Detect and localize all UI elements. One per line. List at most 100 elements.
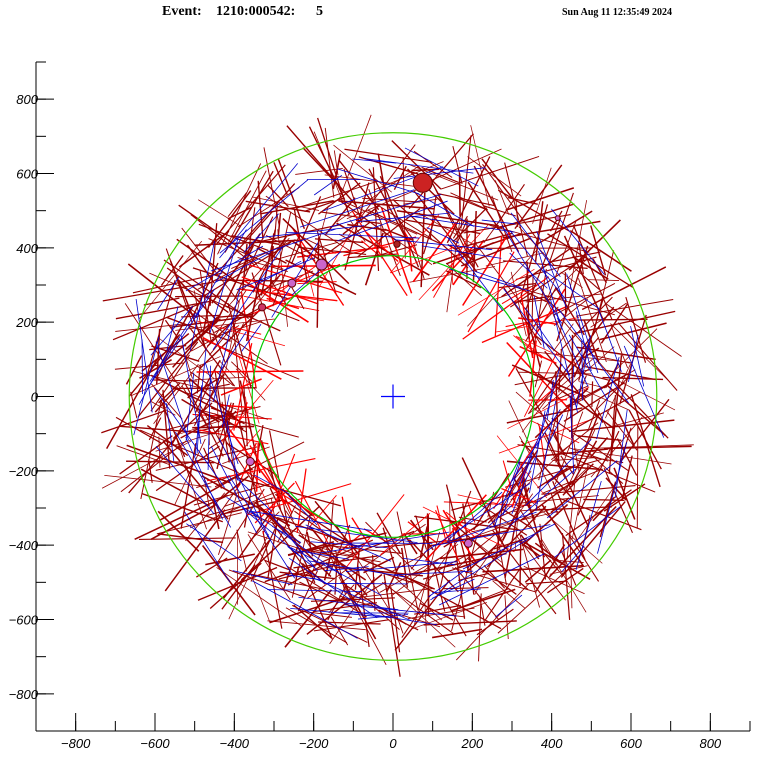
wire-hit [272, 235, 300, 307]
wire-hit [349, 219, 366, 242]
wire-hit [265, 234, 316, 262]
wire-hit [154, 386, 179, 413]
wire-hit [565, 429, 596, 493]
wire-hit [493, 440, 538, 509]
wire-hit [396, 511, 419, 611]
wire-hit [432, 628, 483, 639]
wire-hit [313, 619, 390, 632]
x-tick-label: −200 [299, 736, 329, 751]
wire-hit [163, 320, 215, 363]
wire-hit [213, 483, 241, 522]
wire-hit [264, 572, 290, 583]
wire-hit [140, 468, 211, 507]
track [529, 410, 546, 493]
wire-hit [231, 239, 296, 269]
wire-hit [101, 440, 192, 489]
wire-hit [563, 466, 590, 491]
track [551, 208, 605, 275]
wire-hit [379, 175, 420, 268]
wire-hit [323, 542, 335, 581]
wire-hit [344, 494, 405, 570]
wire-hit [525, 293, 601, 303]
wire-hit [581, 266, 667, 311]
wire-hit [504, 478, 525, 579]
wire-hit [195, 408, 299, 438]
track [403, 557, 456, 566]
wire-hit [421, 166, 459, 183]
wire-hit [587, 400, 601, 432]
wire-hit [368, 199, 432, 240]
wire-hit [619, 398, 670, 464]
track [449, 268, 530, 292]
x-tick-label: 600 [620, 736, 642, 751]
wire-hit [351, 210, 408, 297]
wire-hit [250, 573, 325, 590]
wire-hit [268, 246, 274, 301]
wire-hit [293, 555, 378, 569]
wire-hit [525, 580, 567, 585]
wire-hit [504, 162, 528, 257]
wire-hit [237, 186, 300, 228]
wire-hit [560, 296, 613, 351]
track [209, 237, 239, 334]
track [575, 311, 592, 372]
wire-hit [550, 497, 570, 514]
wire-hit [155, 445, 220, 492]
track [189, 240, 215, 351]
wire-hit [284, 589, 333, 648]
wire-hit [198, 223, 269, 252]
track [432, 578, 475, 599]
wire-hit [610, 355, 623, 456]
wire-hit [226, 237, 290, 308]
wire-hit [402, 156, 406, 259]
wire-hit [380, 207, 413, 294]
track [424, 483, 531, 553]
track [236, 257, 315, 291]
wire-hit [115, 300, 211, 320]
wire-hit [462, 231, 511, 306]
wire-hit [422, 506, 515, 553]
wire-hit [605, 410, 638, 451]
wire-hit [250, 526, 277, 582]
wire-hit [534, 387, 589, 439]
wire-hit [279, 571, 335, 580]
track [299, 189, 415, 228]
wire-hit [497, 570, 567, 634]
wire-hit [150, 354, 190, 412]
track [307, 560, 406, 578]
wire-hit [191, 262, 219, 318]
wire-hit [423, 620, 517, 626]
wire-hit [339, 114, 372, 199]
wire-hit [578, 381, 606, 389]
track [243, 213, 279, 253]
track [242, 507, 302, 558]
wire-hit [251, 272, 282, 366]
cluster [463, 538, 473, 548]
track [184, 511, 231, 583]
wire-hit [486, 505, 547, 568]
wire-hit [316, 117, 350, 216]
wire-hit [443, 597, 467, 637]
wire-hit [408, 539, 459, 593]
track [155, 445, 215, 515]
track [462, 523, 556, 570]
x-tick-label: −800 [61, 736, 91, 751]
wire-hit [483, 205, 516, 217]
wire-hit [329, 577, 376, 645]
wire-hit [139, 537, 236, 541]
wire-hit [177, 279, 219, 322]
wire-hit [415, 515, 428, 550]
wire-hit [281, 488, 314, 517]
wire-hit [391, 140, 442, 190]
wire-hit [251, 277, 279, 310]
track [336, 168, 420, 195]
wire-hit [150, 401, 176, 416]
track [310, 541, 389, 549]
track [291, 251, 342, 296]
wire-hit [306, 494, 337, 531]
wire-hit [342, 205, 380, 235]
cluster [287, 278, 297, 288]
track [581, 340, 584, 401]
wire-hit [454, 566, 499, 620]
track [536, 366, 561, 449]
